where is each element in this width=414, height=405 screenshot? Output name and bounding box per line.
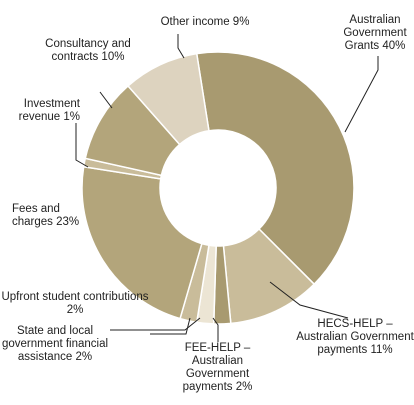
value-label: 23% bbox=[56, 216, 80, 228]
leader-line bbox=[110, 317, 201, 331]
segment-label: Consultancy and contracts 10% bbox=[38, 38, 138, 64]
leader-line bbox=[75, 123, 89, 168]
value-label: 40% bbox=[382, 40, 406, 52]
segment bbox=[195, 51, 355, 286]
category-label: HECS-HELP – Australian Government paymen… bbox=[296, 318, 414, 356]
value-label: 2% bbox=[235, 381, 253, 393]
category-label: Fees and charges bbox=[12, 203, 60, 228]
segment bbox=[81, 165, 203, 320]
leader-line bbox=[212, 317, 219, 342]
segment-label: Upfront student contributions 2% bbox=[0, 291, 150, 317]
value-label: 1% bbox=[63, 111, 80, 123]
leader-line bbox=[269, 281, 349, 319]
segment-label: State and local government financial ass… bbox=[0, 325, 110, 364]
category-label: Consultancy and contracts bbox=[45, 38, 131, 63]
segment-label: Other income 9% bbox=[145, 16, 265, 29]
segment-label: HECS-HELP – Australian Government paymen… bbox=[295, 318, 414, 357]
segment-label: FEE-HELP – Australian Government payment… bbox=[160, 342, 275, 394]
segment-label: Australian Government Grants 40% bbox=[335, 14, 414, 53]
category-label: FEE-HELP – Australian Government payment… bbox=[182, 342, 251, 393]
segment-label: Fees and charges 23% bbox=[12, 203, 82, 229]
leader-line bbox=[150, 317, 191, 335]
category-label: State and local government financial ass… bbox=[1, 325, 109, 363]
category-label: Investment revenue bbox=[18, 98, 80, 123]
value-label: 10% bbox=[101, 51, 125, 63]
leader-line bbox=[177, 34, 185, 59]
category-label: Other income bbox=[160, 16, 230, 28]
leader-line bbox=[99, 91, 113, 109]
segment-label: Investment revenue 1% bbox=[8, 98, 80, 124]
category-label: Australian Government Grants bbox=[343, 14, 407, 52]
category-label: Upfront student contributions bbox=[1, 291, 149, 303]
value-label: 2% bbox=[66, 304, 84, 316]
leader-line bbox=[344, 56, 379, 133]
value-label: 11% bbox=[370, 344, 393, 356]
value-label: 9% bbox=[232, 16, 250, 28]
value-label: 2% bbox=[75, 351, 93, 363]
segment bbox=[127, 52, 210, 146]
